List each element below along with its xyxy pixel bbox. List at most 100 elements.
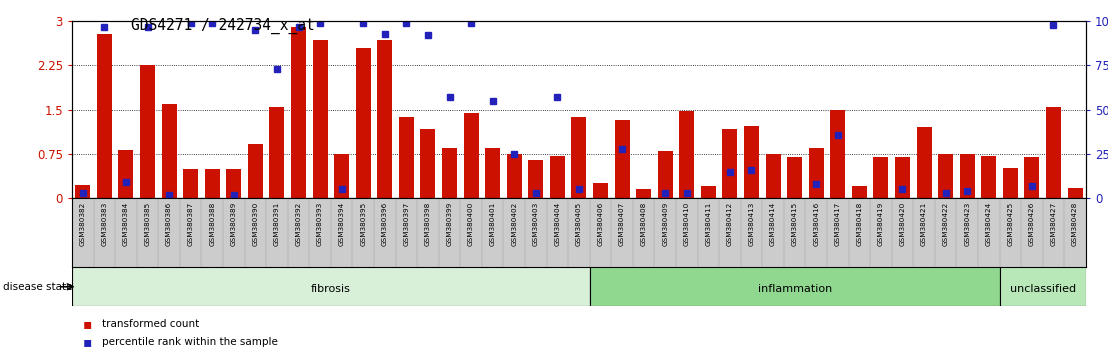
Bar xyxy=(226,169,242,198)
Text: GSM380383: GSM380383 xyxy=(101,202,107,246)
Bar xyxy=(1046,107,1061,198)
Text: inflammation: inflammation xyxy=(758,284,832,294)
Bar xyxy=(442,148,458,198)
Text: GSM380391: GSM380391 xyxy=(274,202,280,246)
Bar xyxy=(700,187,716,198)
Bar xyxy=(377,40,392,198)
Text: GSM380399: GSM380399 xyxy=(447,202,452,246)
Text: GSM380411: GSM380411 xyxy=(706,202,711,246)
Bar xyxy=(1025,157,1039,198)
Text: disease state: disease state xyxy=(3,282,73,292)
Text: GSM380386: GSM380386 xyxy=(166,202,172,246)
Text: GSM380410: GSM380410 xyxy=(684,202,690,246)
Bar xyxy=(766,154,781,198)
Bar xyxy=(248,144,263,198)
Text: GSM380407: GSM380407 xyxy=(619,202,625,246)
Text: GSM380392: GSM380392 xyxy=(296,202,301,246)
Text: GSM380424: GSM380424 xyxy=(986,202,992,246)
Bar xyxy=(269,107,285,198)
Text: GSM380395: GSM380395 xyxy=(360,202,367,246)
Bar xyxy=(463,113,479,198)
Bar xyxy=(205,169,219,198)
Bar xyxy=(658,151,673,198)
Bar xyxy=(420,129,435,198)
Text: GSM380400: GSM380400 xyxy=(468,202,474,246)
Bar xyxy=(999,267,1086,306)
Text: GSM380388: GSM380388 xyxy=(209,202,215,246)
Text: GSM380414: GSM380414 xyxy=(770,202,776,246)
Bar xyxy=(572,117,586,198)
Text: GDS4271 / 242734_x_at: GDS4271 / 242734_x_at xyxy=(131,18,315,34)
Bar xyxy=(830,110,845,198)
Text: GSM380409: GSM380409 xyxy=(663,202,668,246)
Bar xyxy=(183,169,198,198)
Bar xyxy=(809,148,823,198)
Text: ▪: ▪ xyxy=(83,335,92,349)
Bar xyxy=(1003,167,1018,198)
Bar xyxy=(291,27,306,198)
Text: GSM380403: GSM380403 xyxy=(533,202,538,246)
Text: GSM380385: GSM380385 xyxy=(144,202,151,246)
Text: GSM380406: GSM380406 xyxy=(597,202,604,246)
Bar xyxy=(982,156,996,198)
Text: GSM380404: GSM380404 xyxy=(554,202,561,246)
Text: GSM380384: GSM380384 xyxy=(123,202,129,246)
Text: GSM380412: GSM380412 xyxy=(727,202,732,246)
Text: GSM380398: GSM380398 xyxy=(425,202,431,246)
Text: GSM380401: GSM380401 xyxy=(490,202,495,246)
Bar xyxy=(743,126,759,198)
Bar xyxy=(399,117,414,198)
Bar xyxy=(485,148,500,198)
Text: GSM380426: GSM380426 xyxy=(1029,202,1035,246)
Bar xyxy=(356,48,371,198)
Text: GSM380423: GSM380423 xyxy=(964,202,971,246)
Bar xyxy=(312,40,328,198)
Text: GSM380397: GSM380397 xyxy=(403,202,409,246)
Text: transformed count: transformed count xyxy=(102,319,199,329)
Text: unclassified: unclassified xyxy=(1009,284,1076,294)
Bar xyxy=(550,156,565,198)
Text: GSM380417: GSM380417 xyxy=(834,202,841,246)
Text: GSM380416: GSM380416 xyxy=(813,202,819,246)
Text: GSM380418: GSM380418 xyxy=(856,202,862,246)
Bar xyxy=(593,183,608,198)
Bar xyxy=(960,154,975,198)
Bar xyxy=(72,267,589,306)
Bar xyxy=(916,127,932,198)
Text: percentile rank within the sample: percentile rank within the sample xyxy=(102,337,278,347)
Bar xyxy=(615,120,629,198)
Bar xyxy=(852,187,866,198)
Bar xyxy=(873,157,889,198)
Text: GSM380394: GSM380394 xyxy=(339,202,345,246)
Text: GSM380408: GSM380408 xyxy=(640,202,647,246)
Text: GSM380405: GSM380405 xyxy=(576,202,582,246)
Text: GSM380428: GSM380428 xyxy=(1073,202,1078,246)
Bar xyxy=(529,160,543,198)
Text: GSM380413: GSM380413 xyxy=(749,202,755,246)
Bar xyxy=(1067,188,1083,198)
Text: GSM380390: GSM380390 xyxy=(253,202,258,246)
Bar xyxy=(162,104,176,198)
Text: GSM380419: GSM380419 xyxy=(878,202,884,246)
Bar xyxy=(96,34,112,198)
Bar xyxy=(506,154,522,198)
Bar xyxy=(75,185,91,198)
Text: fibrosis: fibrosis xyxy=(311,284,351,294)
Text: GSM380415: GSM380415 xyxy=(791,202,798,246)
Text: GSM380382: GSM380382 xyxy=(80,202,85,246)
Bar xyxy=(722,129,738,198)
Bar xyxy=(636,189,652,198)
Text: GSM380393: GSM380393 xyxy=(317,202,324,246)
Bar xyxy=(335,154,349,198)
Bar xyxy=(679,111,695,198)
Text: GSM380396: GSM380396 xyxy=(382,202,388,246)
Text: GSM380427: GSM380427 xyxy=(1050,202,1057,246)
Bar xyxy=(140,65,155,198)
Text: GSM380421: GSM380421 xyxy=(921,202,927,246)
Text: GSM380425: GSM380425 xyxy=(1007,202,1014,246)
Text: GSM380420: GSM380420 xyxy=(900,202,905,246)
Text: GSM380402: GSM380402 xyxy=(511,202,517,246)
Text: ▪: ▪ xyxy=(83,317,92,331)
Text: GSM380389: GSM380389 xyxy=(230,202,237,246)
Bar xyxy=(589,267,999,306)
